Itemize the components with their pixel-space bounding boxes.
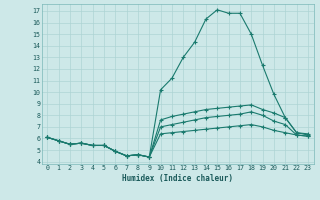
X-axis label: Humidex (Indice chaleur): Humidex (Indice chaleur): [122, 174, 233, 183]
